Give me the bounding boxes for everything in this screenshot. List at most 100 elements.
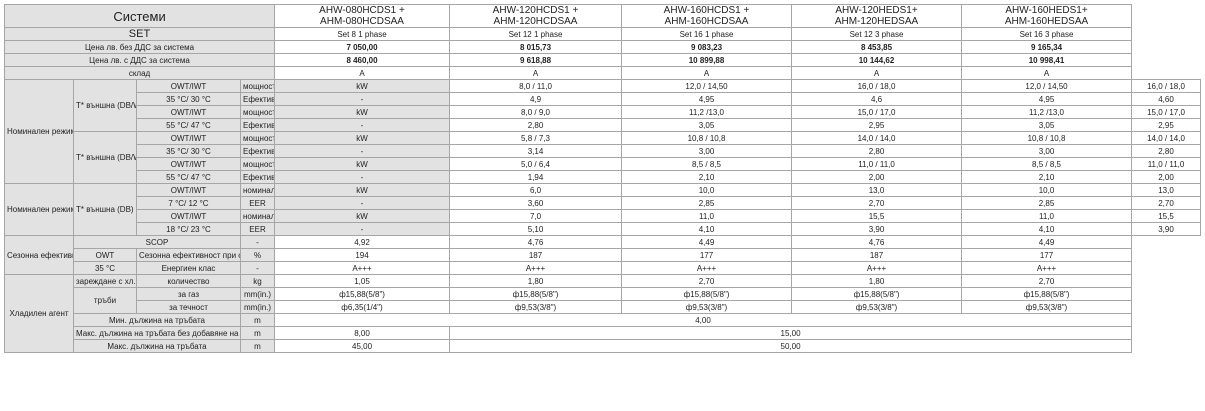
value-cell: 2,80: [449, 118, 623, 132]
price-no-vat-row: Цена лв. без ДДС за система 7 050,00 8 015…: [3, 40, 1201, 54]
heating-row: OWT/IWTмощност(ном./макс.)kW5,0 / 6,48,5…: [5, 157, 1201, 171]
value-cell: 11,0: [621, 209, 793, 223]
value-cell: 3,90: [791, 222, 963, 236]
seasonal-section-label: Сезонна ефективност: [4, 235, 74, 275]
value-cell: ф6,35(1/4"): [274, 300, 451, 314]
value-cell: 10,8 / 10,8: [961, 131, 1133, 145]
value-cell: A: [274, 66, 451, 80]
value-cell: ф9,53(3/8"): [621, 300, 793, 314]
model-line1: AHW-160HCDS1 +: [663, 5, 750, 17]
parameter-cell: номинална мощност: [239, 209, 276, 223]
value-cell: 3,00: [961, 144, 1133, 158]
value-cell: 2,00: [1131, 170, 1201, 184]
value-cell: 9 083,23: [621, 40, 793, 54]
condition-cell: OWT/IWT: [136, 105, 241, 119]
owt-desc: Сезонна ефективност при отопление: [136, 248, 241, 262]
unit-cell: -: [274, 144, 451, 158]
value-cell: 12,0 / 14,50: [961, 79, 1133, 93]
value-cell: 5,10: [449, 222, 623, 236]
min-length-value: 4,00: [274, 313, 1133, 327]
heating-row: 35 °C/ 30 °CЕфективност(ном.)-3,143,002,…: [5, 144, 1201, 158]
value-cell: 4,6: [791, 92, 963, 106]
parameter-cell: Ефективност(ном.): [239, 170, 276, 184]
value-cell: 2,70: [791, 196, 963, 210]
unit-cell: m: [239, 313, 276, 327]
value-cell: 4,76: [791, 235, 963, 249]
stock-row: склад A A A A A: [3, 66, 1201, 80]
systems-label: Системи: [3, 4, 276, 28]
parameter-cell: мощност(ном./макс.): [239, 157, 276, 171]
temp-label: 35 °C: [73, 261, 137, 275]
value-cell: 10 144,62: [791, 53, 963, 67]
value-cell: 2,70: [621, 274, 793, 288]
value-cell: 2,85: [621, 196, 793, 210]
value-cell: ф15,88(5/8"): [621, 287, 793, 301]
value-cell: 3,90: [1131, 222, 1201, 236]
value-cell: 4,92: [274, 235, 451, 249]
model-cell: AHW-160HCDS1 + AHM-160HCDSAA: [621, 4, 793, 28]
model-cell: AHW-080HCDS1 + AHM-080HCDSAA: [274, 4, 451, 28]
table-body: Системи AHW-080HCDS1 + AHM-080HCDSAA AHW-…: [3, 4, 1201, 353]
scop-row: Сезонна ефективностSCOP-4,924,764,494,76…: [4, 235, 1201, 275]
value-cell: A: [449, 66, 623, 80]
model-line2: AHM-120HCDSAA: [493, 16, 578, 27]
value-cell: 13,0: [1131, 183, 1201, 197]
model-line1: AHW-120HEDS1+: [835, 5, 918, 17]
unit-cell: -: [274, 118, 451, 132]
value-cell: A+++: [621, 261, 793, 275]
value-cell: 3,05: [961, 118, 1133, 132]
unit-cell: kW: [274, 157, 451, 171]
condition-cell: OWT/IWT: [136, 79, 241, 93]
value-cell: 11,2 /13,0: [961, 105, 1133, 119]
max-length-label: Макс. дължина на тръбата: [73, 339, 241, 353]
value-cell: 187: [449, 248, 623, 262]
parameter-cell: EER: [239, 196, 276, 210]
value-cell: 4,95: [961, 92, 1133, 106]
value-cell: A+++: [274, 261, 451, 275]
value-cell: 4,10: [961, 222, 1133, 236]
value-cell: 10 899,88: [621, 53, 793, 67]
value-cell: 10,0: [961, 183, 1133, 197]
value-cell: 7 050,00: [274, 40, 451, 54]
max-length-nofreon-first: 8,00: [274, 326, 451, 340]
value-cell: 2,80: [1131, 144, 1201, 158]
set-label: SET: [3, 27, 276, 41]
value-cell: 2,80: [791, 144, 963, 158]
value-cell: A: [621, 66, 793, 80]
parameter-cell: Ефективност(ном.): [239, 92, 276, 106]
parameter-cell: EER: [239, 222, 276, 236]
unit-cell: -: [274, 92, 451, 106]
unit-cell: kg: [239, 274, 276, 288]
model-cell: AHW-120HEDS1+ AHM-120HEDSAA: [791, 4, 963, 28]
max-length-nofreon-label: Макс. дължина на тръбата без добавяне на…: [73, 326, 241, 340]
value-cell: 11,2 /13,0: [621, 105, 793, 119]
value-cell: 187: [791, 248, 963, 262]
value-cell: 9 165,34: [961, 40, 1133, 54]
set-cell: Set 16 1 phase: [621, 27, 793, 41]
model-line2: AHM-160HCDSAA: [664, 16, 749, 27]
value-cell: 8 015,73: [449, 40, 623, 54]
gas-label: за газ: [136, 287, 241, 301]
value-cell: 10,0: [621, 183, 793, 197]
model-cell: AHW-160HEDS1+ AHM-160HEDSAA: [961, 4, 1133, 28]
value-cell: 3,60: [449, 196, 623, 210]
condition-cell: 35 °C/ 30 °C: [136, 144, 241, 158]
set-cell: Set 16 3 phase: [961, 27, 1133, 41]
heating-section-label: Номинален режим на отопление: [4, 79, 74, 184]
parameter-cell: номинална мощност: [239, 183, 276, 197]
owt-label: OWT: [73, 248, 137, 262]
value-cell: 15,0 / 17,0: [791, 105, 963, 119]
unit-cell: kW: [274, 209, 451, 223]
value-cell: ф9,53(3/8"): [961, 300, 1133, 314]
cooling-row: OWT/IWTноминална мощностkW7,011,015,511,…: [5, 209, 1201, 223]
value-cell: 14,0 / 14,0: [791, 131, 963, 145]
heating-row: 35 °C/ 30 °CЕфективност(ном.)-4,94,954,6…: [5, 92, 1201, 106]
value-cell: A+++: [791, 261, 963, 275]
value-cell: 2,70: [1131, 196, 1201, 210]
heating-row: 55 °C/ 47 °CЕфективност(ном.)-1,942,102,…: [5, 170, 1201, 184]
min-length-row: Мин. дължина на тръбата m 4,00: [5, 313, 1201, 327]
model-line2: AHM-080HCDSAA: [320, 16, 404, 27]
value-cell: 4,9: [449, 92, 623, 106]
class-label: Енергиен клас: [136, 261, 241, 275]
